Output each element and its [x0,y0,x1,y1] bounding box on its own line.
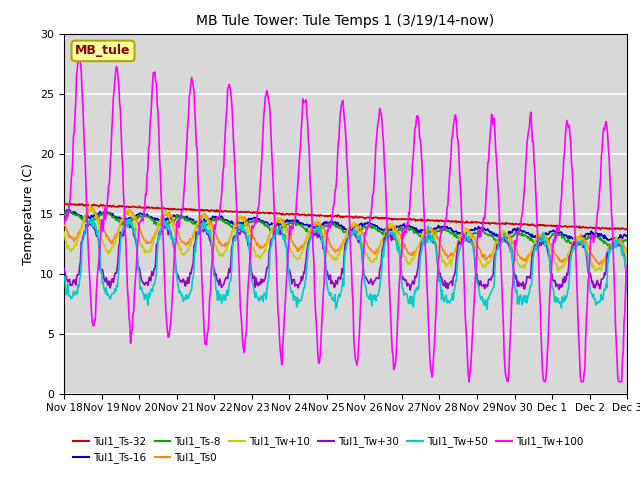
Text: MB_tule: MB_tule [76,44,131,58]
Legend: Tul1_Ts-32, Tul1_Ts-16, Tul1_Ts-8, Tul1_Ts0, Tul1_Tw+10, Tul1_Tw+30, Tul1_Tw+50,: Tul1_Ts-32, Tul1_Ts-16, Tul1_Ts-8, Tul1_… [69,432,588,468]
Title: MB Tule Tower: Tule Temps 1 (3/19/14-now): MB Tule Tower: Tule Temps 1 (3/19/14-now… [196,14,495,28]
Y-axis label: Temperature (C): Temperature (C) [22,163,35,264]
